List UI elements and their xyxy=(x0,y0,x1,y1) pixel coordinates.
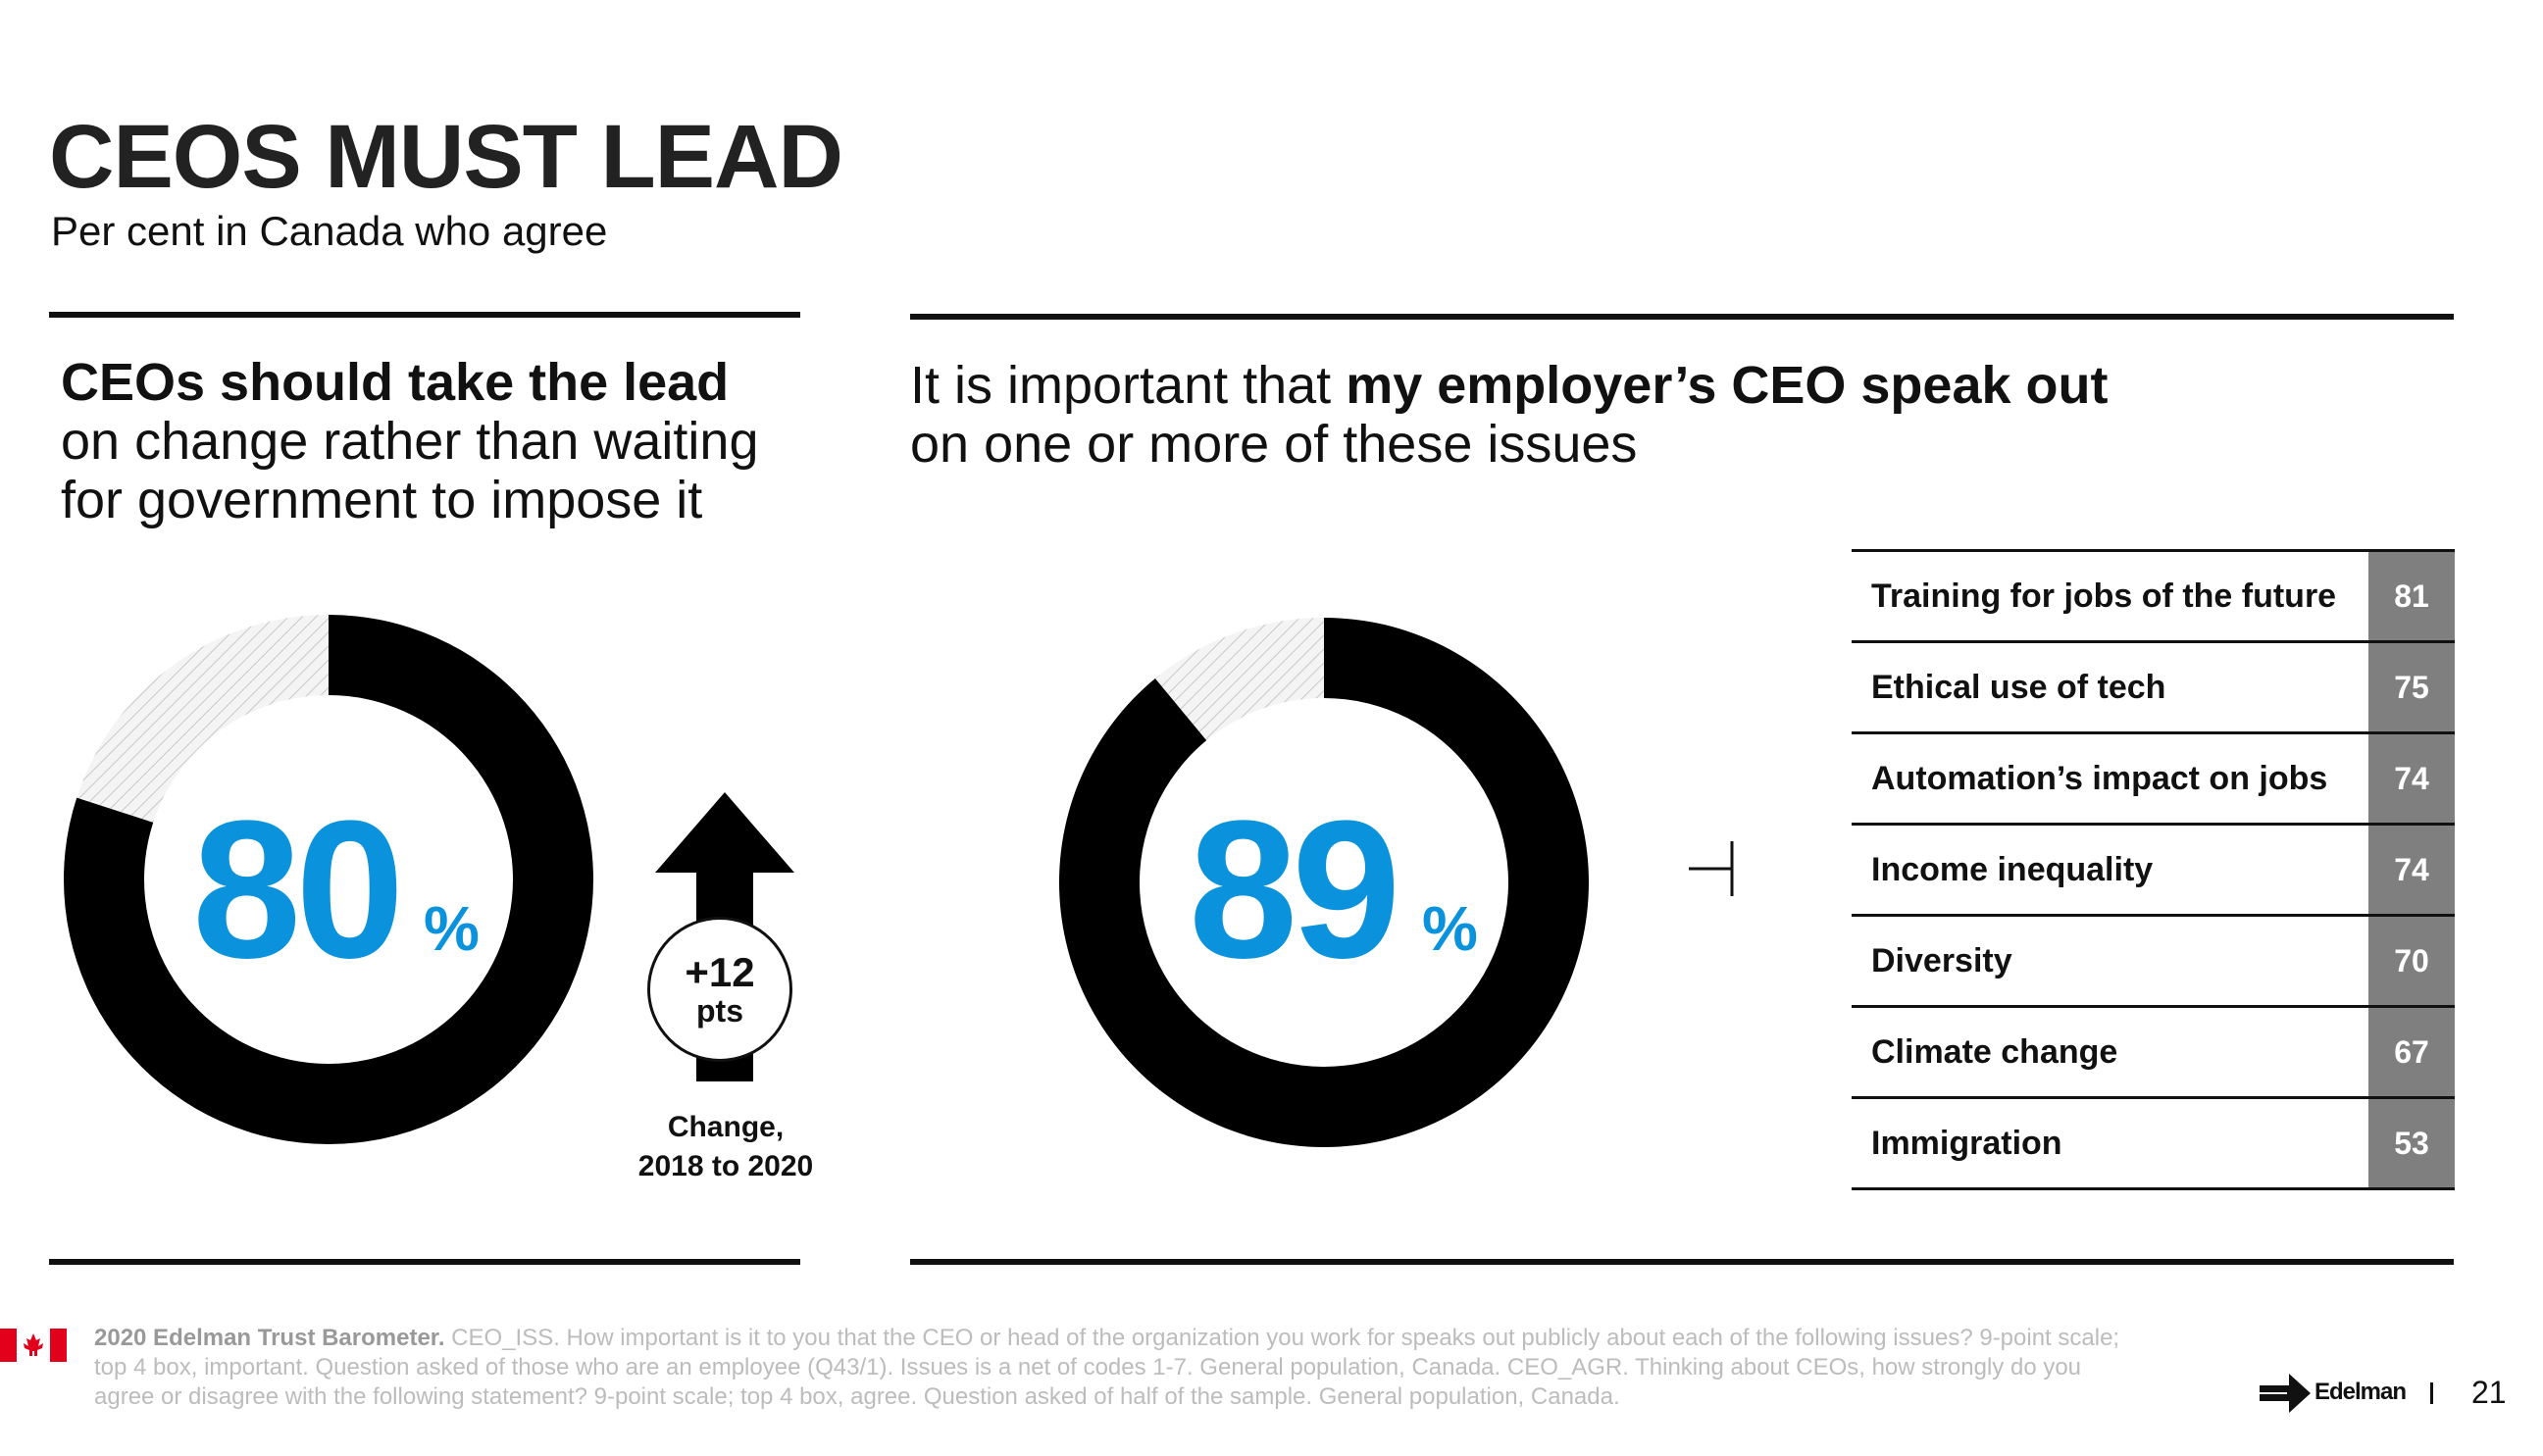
table-row: Climate change 67 xyxy=(1852,1008,2455,1099)
table-row: Immigration 53 xyxy=(1852,1099,2455,1190)
issue-value: 81 xyxy=(2368,552,2455,640)
right-donut-value-slice xyxy=(1059,618,1589,1147)
table-row: Training for jobs of the future 81 xyxy=(1852,549,2455,643)
change-value: +12 xyxy=(685,949,755,995)
change-badge: +12 pts xyxy=(647,917,792,1062)
issue-value: 74 xyxy=(2368,826,2455,914)
right-heading-intro: It is important that xyxy=(910,356,1347,415)
issue-label: Climate change xyxy=(1871,1033,2118,1071)
table-row: Automation’s impact on jobs 74 xyxy=(1852,734,2455,826)
issue-value: 74 xyxy=(2368,734,2455,823)
right-big-value: 89 xyxy=(1189,780,1400,999)
right-heading: It is important that my employer’s CEO s… xyxy=(910,356,2381,474)
right-donut-rest-slice xyxy=(1154,618,1324,741)
change-caption: Change, 2018 to 2020 xyxy=(608,1108,843,1186)
page-title: CEOS MUST LEAD xyxy=(49,107,843,207)
canada-flag-icon xyxy=(0,1329,67,1362)
source-footnote: 2020 Edelman Trust Barometer. CEO_ISS. H… xyxy=(94,1324,2134,1412)
right-donut-chart xyxy=(1059,618,1589,1147)
left-big-value: 80 xyxy=(192,780,404,999)
source-title: 2020 Edelman Trust Barometer. xyxy=(94,1325,445,1351)
brand-name: Edelman xyxy=(2314,1379,2407,1405)
left-percent-sign: % xyxy=(424,893,480,964)
left-donut-value-slice xyxy=(64,615,594,1144)
issues-table: Training for jobs of the future 81 Ethica… xyxy=(1852,549,2455,1190)
issue-value: 75 xyxy=(2368,643,2455,731)
change-caption-line-2: 2018 to 2020 xyxy=(637,1150,814,1182)
left-heading-line-3: for government to impose it xyxy=(61,471,703,529)
footer-separator xyxy=(2430,1382,2433,1404)
issue-value: 70 xyxy=(2368,917,2455,1005)
edelman-logo-icon xyxy=(2260,1374,2311,1413)
issue-label: Ethical use of tech xyxy=(1871,669,2166,706)
left-bottom-rule xyxy=(49,1259,800,1265)
table-row: Ethical use of tech 75 xyxy=(1852,643,2455,734)
issue-label: Immigration xyxy=(1871,1125,2062,1162)
issue-value: 53 xyxy=(2368,1099,2455,1187)
left-heading-line-2: on change rather than waiting xyxy=(61,412,759,471)
change-unit: pts xyxy=(696,993,743,1029)
table-row: Income inequality 74 xyxy=(1852,826,2455,917)
right-heading-line-2: on one or more of these issues xyxy=(910,415,1638,474)
change-caption-line-1: Change, xyxy=(667,1111,785,1143)
right-heading-bold: my employer’s CEO speak out xyxy=(1346,356,2109,415)
right-bottom-rule xyxy=(910,1259,2454,1265)
table-row: Diversity 70 xyxy=(1852,917,2455,1008)
left-heading: CEOs should take the lead on change rath… xyxy=(61,353,826,529)
page-number: 21 xyxy=(2471,1375,2507,1410)
left-heading-bold: CEOs should take the lead xyxy=(61,353,730,412)
bracket-connector-icon xyxy=(1689,841,1734,896)
left-donut-rest-slice xyxy=(76,615,329,823)
right-top-rule xyxy=(910,314,2454,320)
left-donut-chart xyxy=(64,615,594,1144)
page-subtitle: Per cent in Canada who agree xyxy=(51,208,608,254)
source-text: CEO_ISS. How important is it to you that… xyxy=(94,1325,2120,1410)
issue-label: Income inequality xyxy=(1871,851,2154,888)
issue-label: Diversity xyxy=(1871,942,2012,979)
right-percent-sign: % xyxy=(1422,893,1478,964)
left-top-rule xyxy=(49,312,800,318)
issue-label: Automation’s impact on jobs xyxy=(1871,760,2328,797)
issue-value: 67 xyxy=(2368,1008,2455,1096)
issue-label: Training for jobs of the future xyxy=(1871,577,2337,615)
